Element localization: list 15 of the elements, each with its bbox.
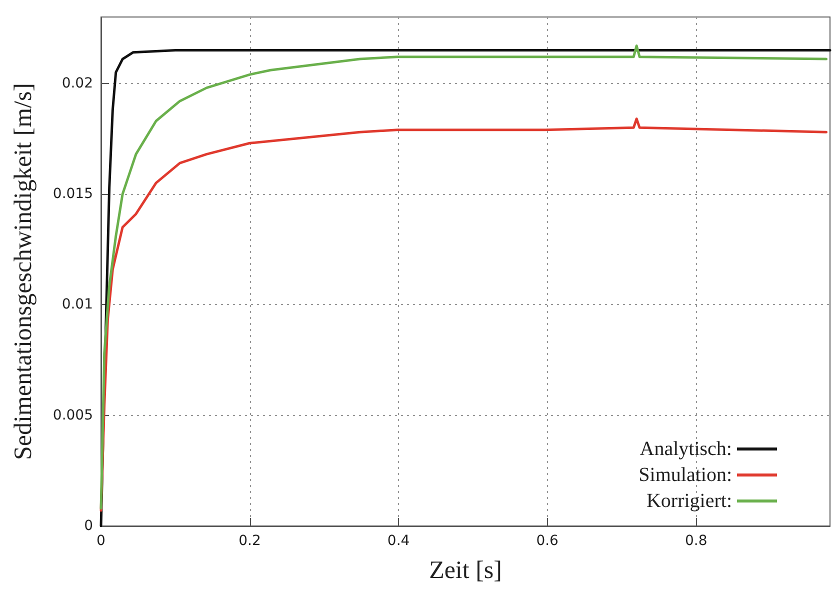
y-axis-title: Sedimentationsgeschwindigkeit [m/s]: [10, 82, 37, 460]
x-tick-label: 0.6: [536, 533, 559, 549]
y-tick-label: 0.02: [62, 75, 93, 92]
x-tick-label: 0: [96, 533, 106, 549]
y-tick-label: 0.01: [62, 296, 93, 313]
y-tick-label: 0.015: [52, 186, 93, 202]
x-axis-title: Zeit [s]: [429, 557, 502, 584]
y-tick-label: 0.005: [52, 407, 93, 424]
legend-label: Korrigiert:: [646, 490, 732, 512]
legend-label: Simulation:: [638, 464, 732, 486]
y-tick-label: 0: [84, 518, 93, 534]
x-tick-label: 0.2: [238, 533, 261, 549]
legend-label: Analytisch:: [640, 438, 732, 460]
x-tick-label: 0.8: [684, 533, 708, 549]
x-tick-label: 0.4: [387, 533, 410, 549]
